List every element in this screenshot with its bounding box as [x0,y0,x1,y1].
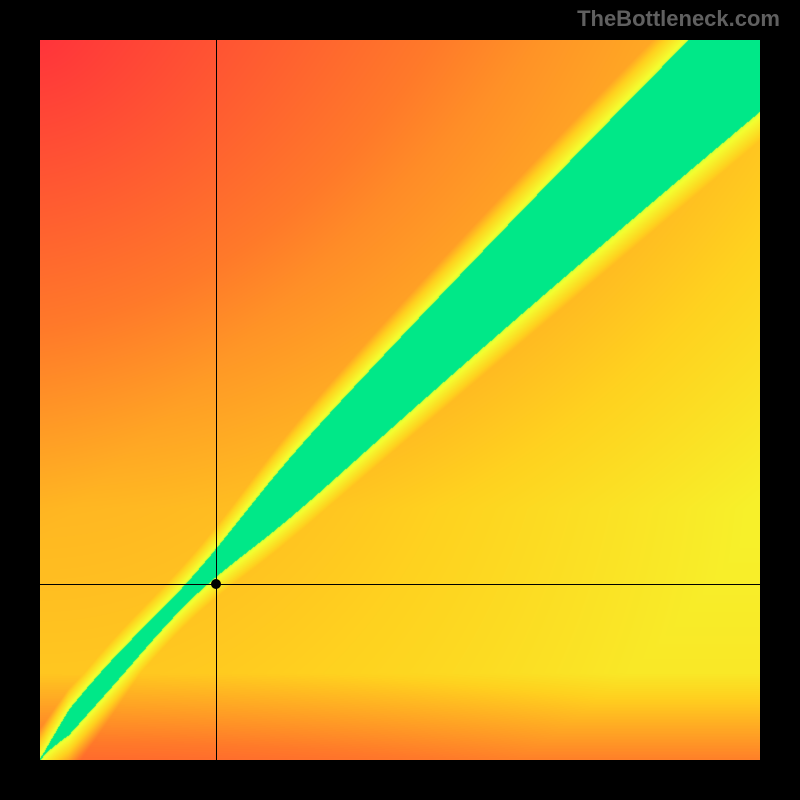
crosshair-horizontal [40,584,760,585]
heatmap-plot [40,40,760,760]
heatmap-canvas [40,40,760,760]
crosshair-marker [211,579,221,589]
watermark-text: TheBottleneck.com [577,6,780,32]
crosshair-vertical [216,40,217,760]
